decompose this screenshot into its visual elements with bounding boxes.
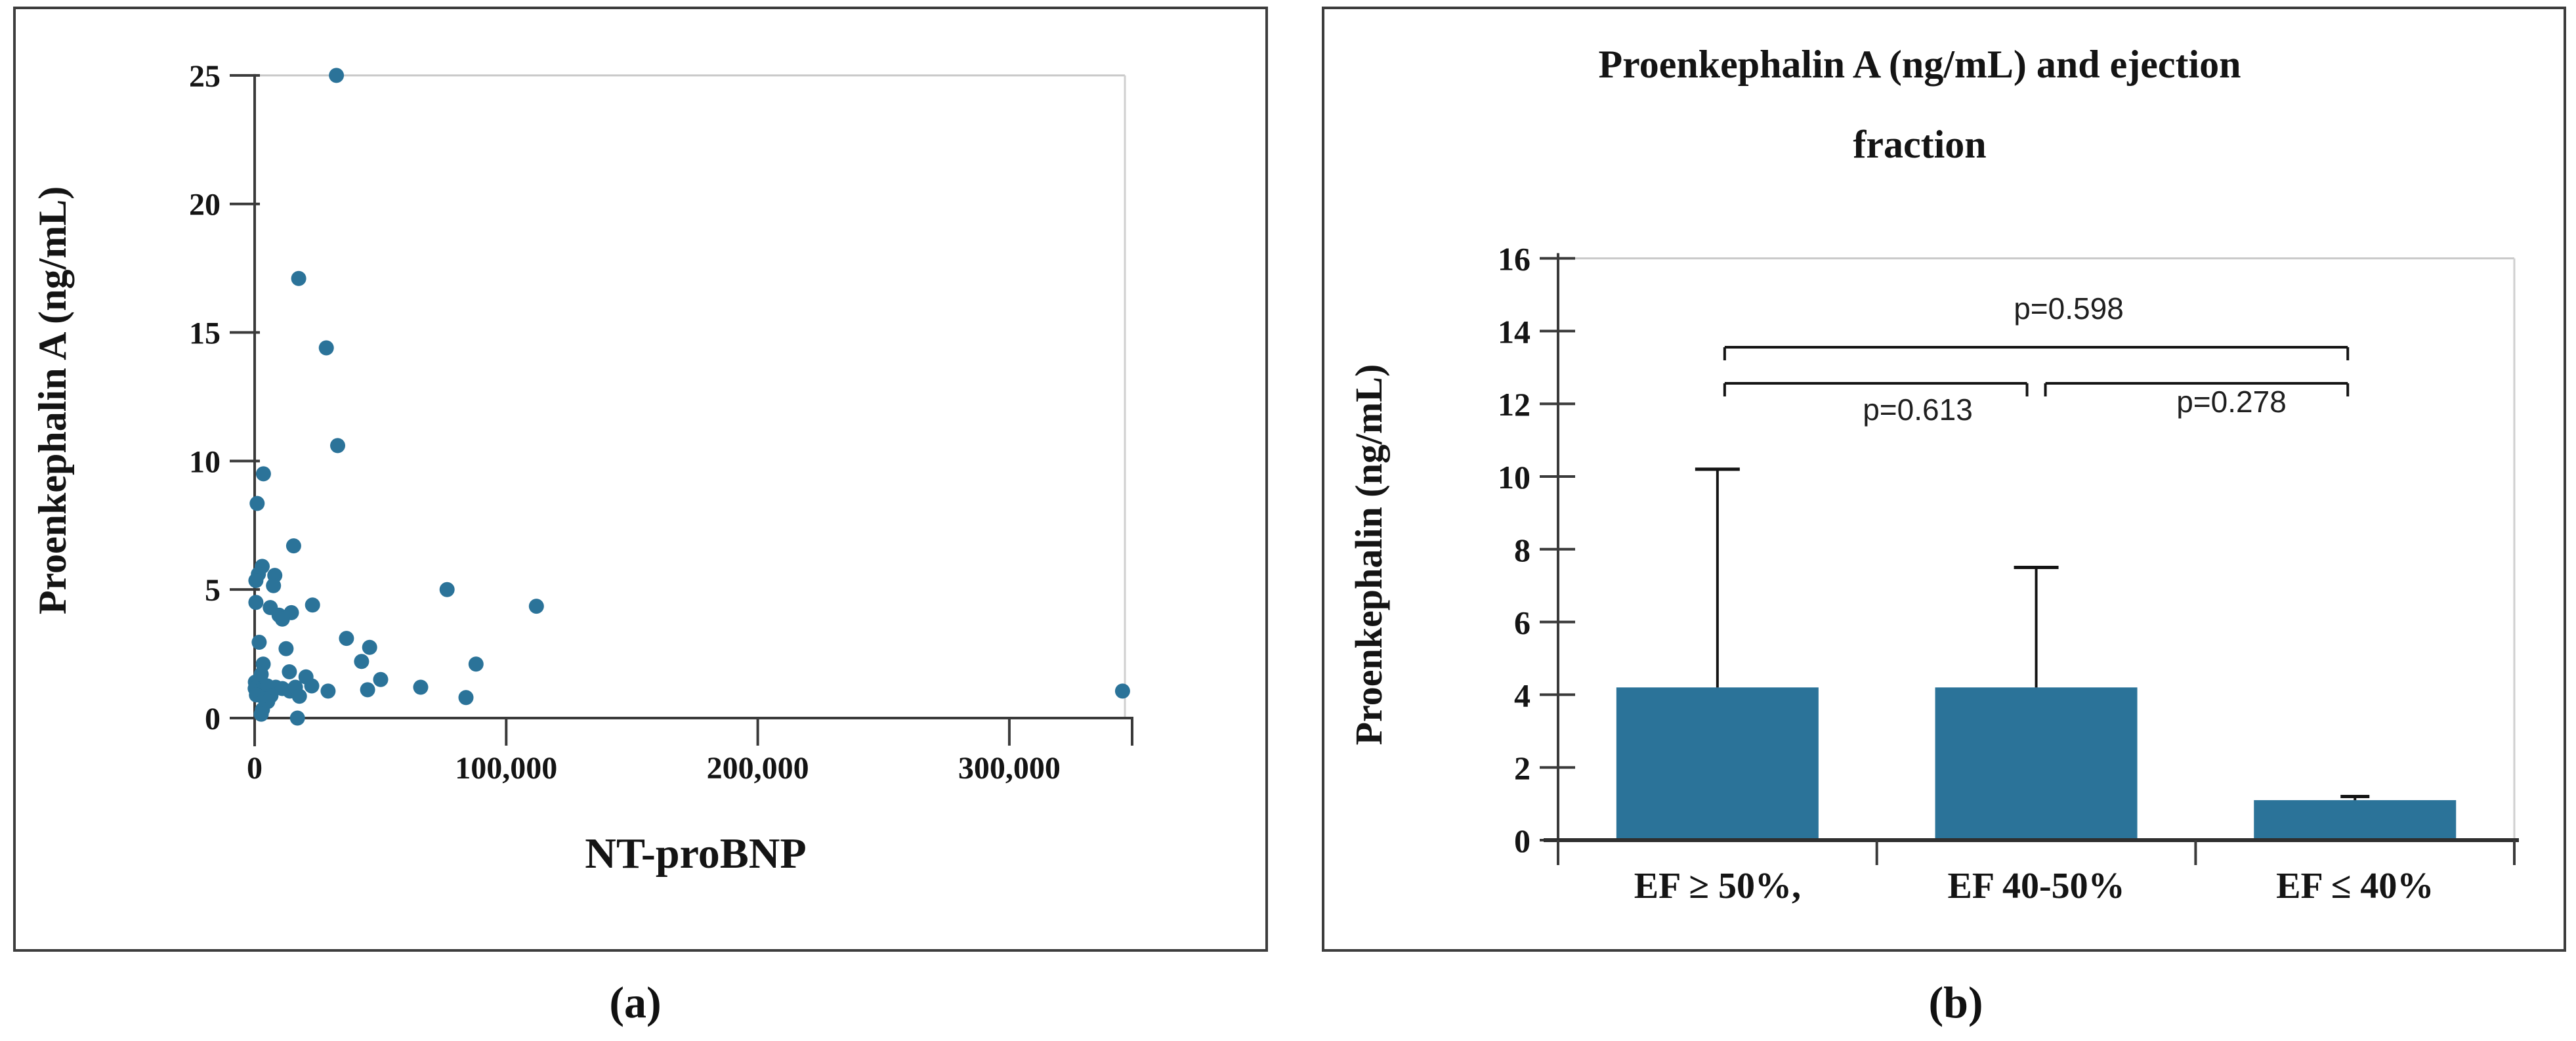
bar-chart-title-line1: Proenkephalin A (ng/mL) and ejection [1599, 43, 2241, 86]
bar-category-label: EF ≥ 50%, [1634, 866, 1801, 906]
p-value-label-overall: p=0.598 [2014, 291, 2124, 326]
bar-y-tick-label: 6 [1514, 605, 1531, 641]
scatter-point [360, 682, 375, 698]
scatter-x-tick-label: 100,000 [455, 751, 557, 786]
bar-category-label: EF 40-50% [1947, 866, 2124, 906]
bar [1616, 687, 1819, 840]
scatter-point [249, 496, 265, 511]
scatter-y-tick-label: 25 [189, 59, 221, 94]
p-value-label-right: p=0.278 [2176, 385, 2287, 419]
bar-y-tick-label: 0 [1514, 822, 1531, 859]
scatter-point [373, 671, 389, 687]
p-value-label-left: p=0.613 [1863, 393, 1973, 427]
scatter-point [413, 679, 429, 695]
scatter-y-tick-label: 5 [205, 573, 221, 608]
scatter-point [528, 599, 544, 614]
scatter-point [248, 595, 264, 610]
bar [2254, 800, 2457, 840]
panel-a-border [13, 7, 1268, 952]
scatter-point [330, 438, 345, 454]
scatter-point [253, 666, 269, 682]
scatter-point [266, 578, 282, 593]
scatter-point [468, 656, 484, 672]
scatter-x-axis-title: NT-proBNP [585, 830, 806, 878]
bar-y-tick-label: 10 [1498, 459, 1531, 496]
scatter-point [285, 538, 301, 554]
scatter-point [458, 690, 474, 706]
scatter-y-tick-label: 10 [189, 444, 221, 479]
scatter-point [354, 654, 370, 669]
caption-a: (a) [609, 977, 662, 1027]
bar-y-tick-label: 4 [1514, 677, 1531, 713]
scatter-point [362, 639, 377, 655]
scatter-point [253, 706, 269, 722]
bar [1935, 687, 2138, 840]
scatter-point [248, 573, 264, 588]
scatter-point [291, 689, 307, 704]
scatter-point [329, 68, 345, 83]
bar-y-tick-label: 12 [1498, 386, 1531, 423]
scatter-point [305, 597, 320, 613]
bar-y-tick-label: 2 [1514, 750, 1531, 786]
scatter-point [282, 664, 297, 679]
scatter-y-tick-label: 15 [189, 316, 221, 351]
scatter-x-tick-label: 0 [247, 751, 263, 786]
scatter-point [1114, 683, 1130, 699]
scatter-y-tick-label: 20 [189, 188, 221, 223]
scatter-point [278, 641, 294, 656]
scatter-point [318, 340, 334, 356]
caption-b: (b) [1928, 977, 1983, 1027]
bar-category-label: EF ≤ 40% [2276, 866, 2434, 906]
scatter-point [339, 631, 354, 647]
scatter-y-axis-title: Proenkephalin A (ng/mL) [31, 186, 74, 614]
bar-chart-title-line2: fraction [1853, 123, 1986, 166]
scatter-x-tick-label: 200,000 [707, 751, 809, 786]
bar-y-axis-title: Proenkephalin (ng/mL) [1347, 364, 1390, 746]
scatter-point [251, 635, 267, 650]
scatter-y-tick-label: 0 [205, 702, 221, 736]
bar-y-tick-label: 8 [1514, 532, 1531, 568]
scatter-point [274, 611, 290, 627]
scatter-x-tick-label: 300,000 [958, 751, 1061, 786]
scatter-point [304, 678, 320, 694]
bar-y-tick-label: 16 [1498, 241, 1531, 278]
bar-y-tick-label: 14 [1498, 313, 1531, 350]
scatter-point [439, 582, 455, 597]
scatter-point [289, 710, 305, 726]
scatter-point [255, 466, 271, 482]
scatter-point [291, 270, 306, 286]
scatter-point [320, 683, 336, 699]
